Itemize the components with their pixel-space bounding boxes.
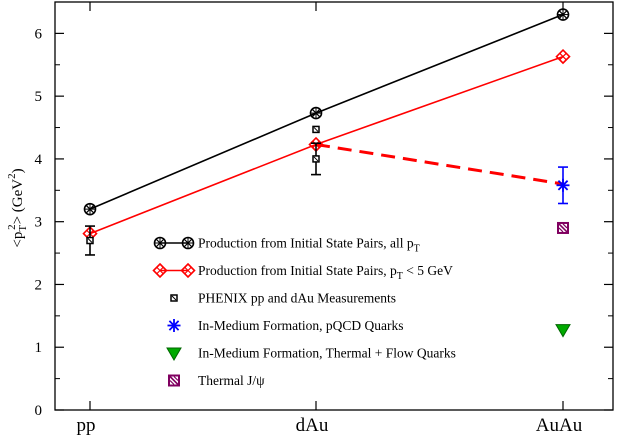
data-point [556,8,570,21]
legend-label: PHENIX pp and dAu Measurements [198,291,396,306]
series-thermal-j-psi [557,221,569,234]
y-tick-label: 4 [35,152,43,168]
legend-label: In-Medium Formation, pQCD Quarks [198,318,403,333]
series-layer [82,8,571,338]
legend-entry-production-from-initial-state-pairs-all-pt: Production from Initial State Pairs, all… [153,236,420,255]
data-point [83,202,97,216]
data-point [309,106,323,120]
legend-label: In-Medium Formation, Thermal + Flow Quar… [198,346,456,361]
y-tick-label: 3 [35,215,43,231]
series-phenix-pp-and-dau-measurements [85,125,321,256]
data-point [85,225,95,256]
legend-entry-thermal-j-psi: Thermal J/ψ [168,373,265,388]
data-point [556,166,570,205]
x-category-label: dAu [296,415,329,436]
y-tick-label: 0 [35,403,43,419]
data-point [555,48,571,65]
legend-entry-phenix-pp-and-dau-measurements: PHENIX pp and dAu Measurements [170,291,396,306]
axes: 0 1 2 3 4 5 6 pp dAu AuAu [35,1,614,436]
plot-frame [54,1,614,411]
y-axis-label: <pT2> (GeV2) [6,168,29,247]
series-in-medium-formation-thermal-flow-quarks [555,324,571,338]
y-tick-label: 6 [35,26,43,42]
x-category-label: pp [77,415,96,436]
legend-entry-in-medium-formation-pqcd-quarks: In-Medium Formation, pQCD Quarks [167,318,403,333]
y-tick-label: 5 [35,89,43,105]
legend-label: Thermal J/ψ [198,373,265,388]
data-point [557,221,569,234]
legend-entry-in-medium-formation-thermal-flow-quarks: In-Medium Formation, Thermal + Flow Quar… [166,346,456,361]
y-tick-label: 1 [35,340,43,356]
y-tick-label: 2 [35,277,43,293]
series-production-from-initial-state-pairs-all-pt [83,8,570,216]
data-point [312,125,320,134]
dashed-projection-line [315,143,564,186]
series-line [89,13,564,210]
x-category-label: AuAu [536,415,583,436]
legend-entry-production-from-initial-state-pairs-pt-5-gev: Production from Initial State Pairs, pT … [152,262,453,282]
legend-label: Production from Initial State Pairs, all… [198,236,420,255]
legend: Production from Initial State Pairs, all… [152,236,456,388]
data-point [311,142,321,176]
series-in-medium-formation-pqcd-quarks [556,166,570,205]
legend-label: Production from Initial State Pairs, pT … [198,263,453,282]
data-point [555,324,571,338]
y-axis-title: <pT2> (GeV2) [6,168,29,247]
